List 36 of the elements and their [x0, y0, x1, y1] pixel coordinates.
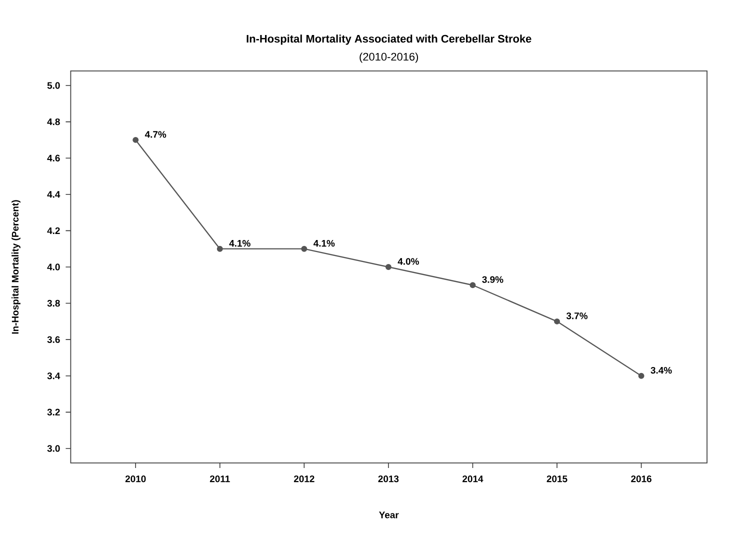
point: [385, 264, 392, 270]
point: [638, 372, 644, 379]
chart-subtitle: (2010-2016): [360, 52, 418, 63]
point: [470, 282, 476, 288]
y-tick-label: 3.8: [47, 300, 60, 307]
point: [301, 246, 308, 252]
y-tick-label: 4.0: [47, 264, 60, 270]
data-label: 3.9%: [482, 276, 504, 283]
y-tick-label: 3.2: [47, 408, 60, 416]
x-tick-label: 2013: [378, 476, 399, 482]
data-label: 3.4%: [650, 366, 672, 374]
data-label: 4.1%: [229, 240, 250, 247]
y-tick-label: 3.4: [47, 372, 60, 380]
chart-title: In-Hospital Mortality Associated with Cerebellar Stroke: [246, 34, 532, 45]
y-tick-label: 4.6: [47, 154, 60, 162]
y-tick-label: 4.8: [47, 118, 60, 126]
x-tick-label: 2016: [631, 476, 652, 482]
data-label: 4.0%: [398, 258, 419, 265]
x-tick-label: 2011: [210, 476, 230, 482]
x-tick-label: 2012: [294, 476, 314, 482]
y-axis-title: In-Hospital Mortality (Percent): [12, 200, 20, 334]
point: [554, 318, 560, 324]
point: [216, 246, 223, 252]
data-label: 4.7%: [144, 131, 166, 138]
point: [132, 136, 139, 143]
y-tick-label: 4.4: [47, 191, 60, 198]
x-tick-label: 2010: [125, 476, 146, 482]
y-tick-label: 5.0: [47, 82, 60, 89]
data-label: 3.7%: [566, 312, 588, 320]
x-tick-label: 2015: [546, 476, 568, 482]
y-tick-label: 3.6: [47, 336, 60, 343]
y-tick-label: 3.0: [47, 445, 60, 452]
x-axis-title: Year: [379, 512, 399, 518]
x-tick-label: 2014: [462, 476, 484, 482]
data-label: 4.1%: [314, 240, 335, 247]
y-tick-label: 4.2: [47, 227, 60, 234]
